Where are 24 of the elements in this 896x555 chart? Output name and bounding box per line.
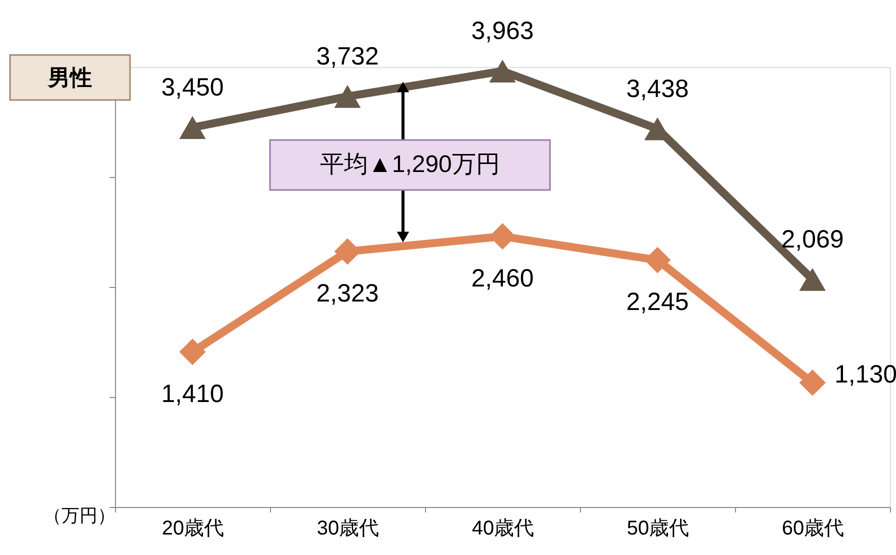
data-label: 3,450 bbox=[161, 74, 224, 102]
point bbox=[179, 338, 206, 366]
point bbox=[799, 369, 826, 396]
point bbox=[179, 116, 206, 139]
data-label: 1,130 bbox=[834, 360, 896, 389]
y-axis-title: （万円） bbox=[44, 506, 116, 526]
x-tick-label: 50歳代 bbox=[626, 518, 690, 540]
point bbox=[489, 60, 516, 83]
data-label: 2,323 bbox=[316, 279, 379, 308]
data-label: 3,438 bbox=[626, 74, 689, 103]
data-label: 2,245 bbox=[626, 288, 689, 316]
x-tick-label: 30歳代 bbox=[316, 518, 380, 540]
data-label: 3,732 bbox=[316, 42, 379, 70]
x-tick-label: 20歳代 bbox=[162, 518, 224, 540]
data-label: 1,410 bbox=[161, 380, 224, 408]
data-label: 2,069 bbox=[781, 225, 844, 254]
data-label: 2,460 bbox=[471, 264, 534, 292]
x-tick-label: 60歳代 bbox=[782, 518, 844, 540]
x-tick-label: 40歳代 bbox=[472, 518, 534, 540]
chart-title: 男性 bbox=[47, 65, 92, 90]
data-label: 3,963 bbox=[471, 17, 534, 46]
point bbox=[334, 85, 361, 108]
annotation: 平均▲1,290万円 bbox=[320, 151, 500, 178]
point bbox=[799, 268, 826, 291]
